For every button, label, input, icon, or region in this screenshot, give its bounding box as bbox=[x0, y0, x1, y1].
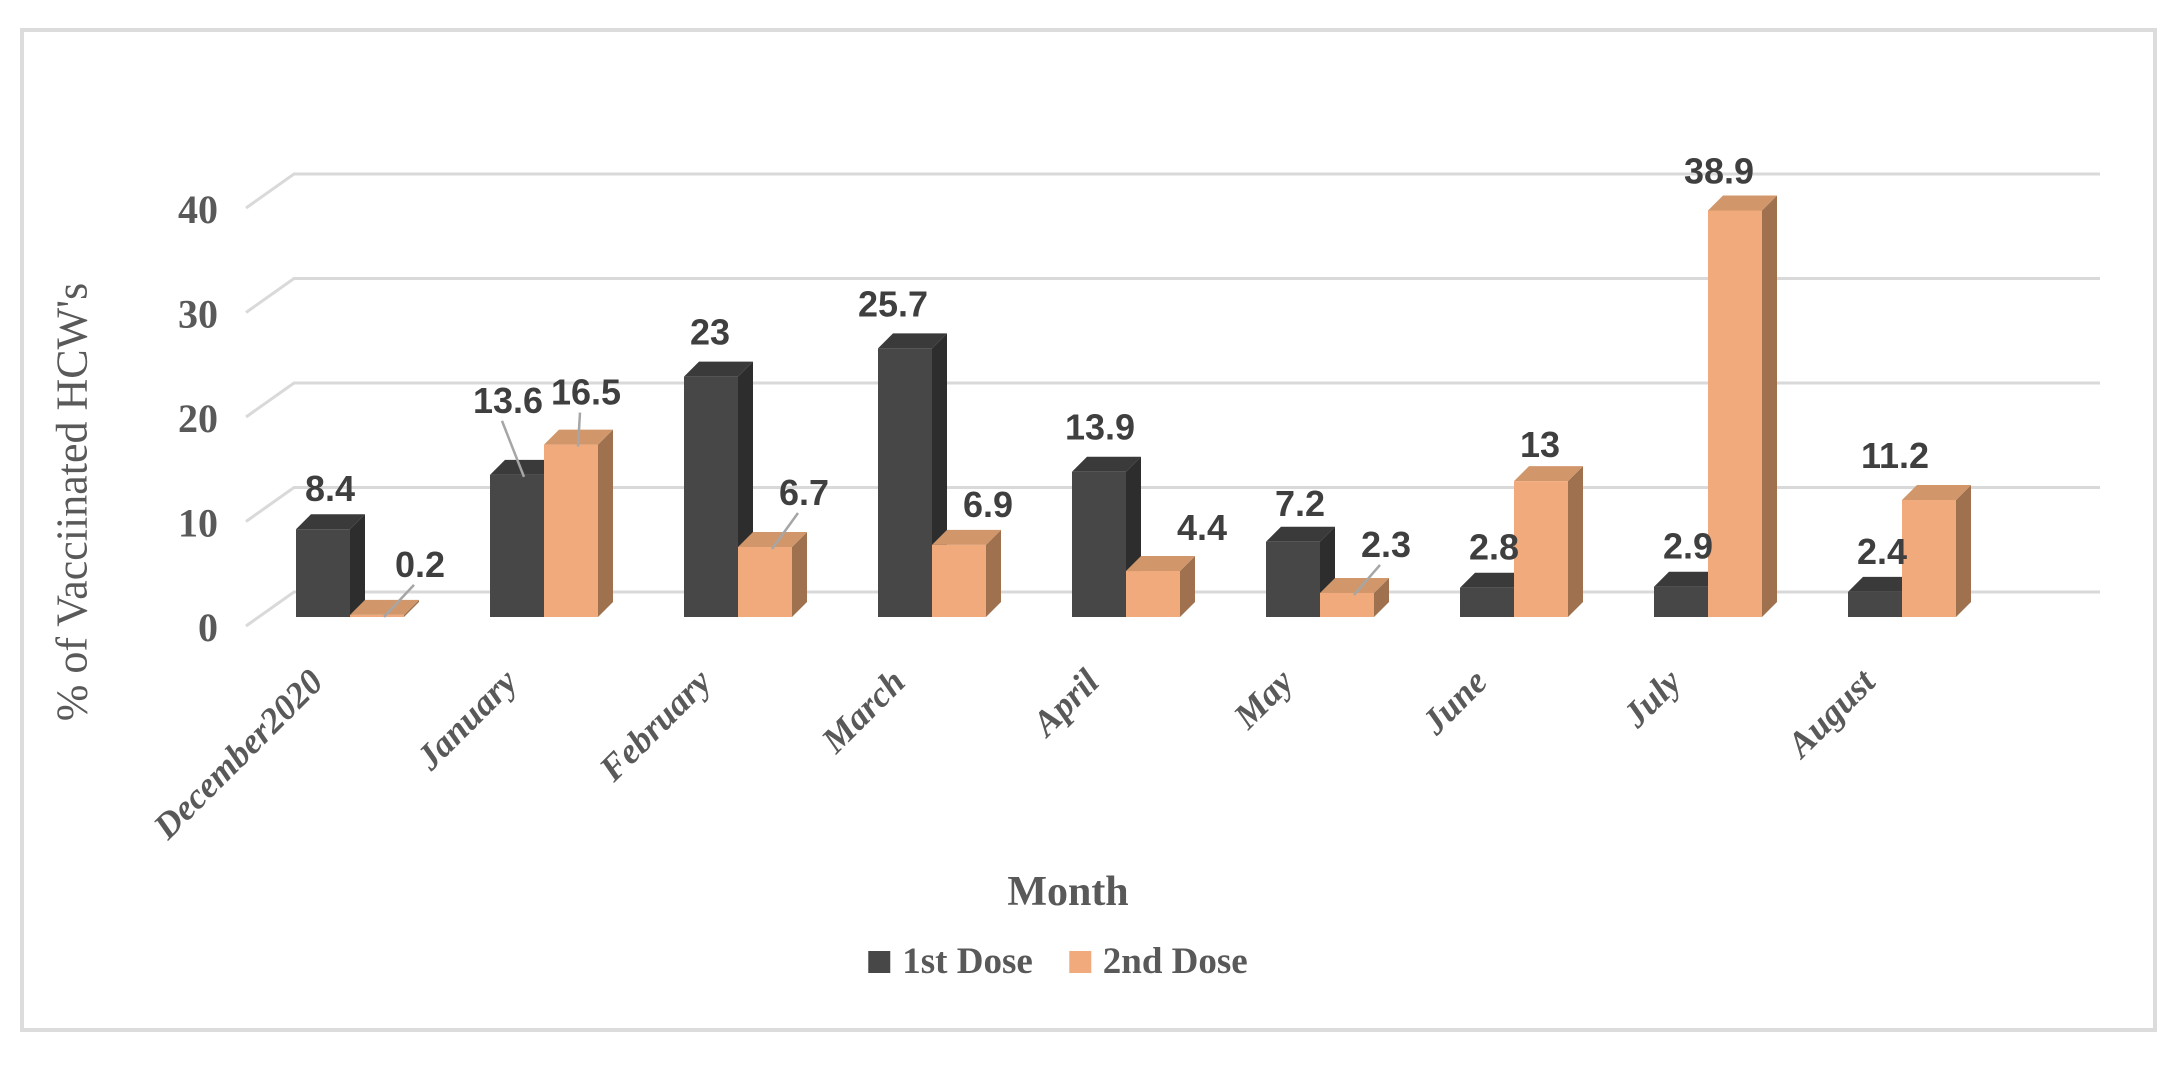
data-label-1st-dose-march: 25.7 bbox=[858, 283, 928, 324]
bar-2nd-dose-july-top bbox=[1708, 195, 1777, 211]
data-label-2nd-dose-january: 16.5 bbox=[551, 372, 621, 413]
category-label-may: May bbox=[1225, 661, 1301, 737]
bar-1st-dose-july-top bbox=[1654, 571, 1723, 587]
bar-2nd-dose-february bbox=[738, 546, 792, 617]
y-tick-label-20: 20 bbox=[178, 396, 218, 441]
bar-1st-dose-august-top bbox=[1848, 576, 1917, 592]
bar-1st-dose-june bbox=[1460, 587, 1514, 617]
bar-1st-dose-april-top bbox=[1072, 456, 1141, 472]
data-label-1st-dose-may: 7.2 bbox=[1275, 483, 1325, 524]
bar-2nd-dose-july bbox=[1708, 210, 1762, 617]
data-label-1st-dose-june: 2.8 bbox=[1469, 527, 1519, 568]
data-label-1st-dose-february: 23 bbox=[690, 312, 730, 353]
data-label-2nd-dose-june: 13 bbox=[1520, 424, 1560, 465]
y-tick-label-0: 0 bbox=[198, 605, 218, 650]
leader-line-2nd-dose-february bbox=[770, 512, 800, 550]
bar-2nd-dose-december2020 bbox=[350, 614, 404, 617]
bar-1st-dose-december2020 bbox=[296, 529, 350, 617]
legend-swatch-1st-dose bbox=[868, 950, 891, 973]
bar-1st-dose-january bbox=[490, 474, 544, 617]
legend-swatch-2nd-dose bbox=[1068, 950, 1091, 973]
bar-2nd-dose-june-side bbox=[1568, 466, 1583, 617]
bar-2nd-dose-december2020-side bbox=[404, 599, 419, 617]
bar-1st-dose-march bbox=[878, 348, 932, 617]
leader-line-2nd-dose-may bbox=[1353, 564, 1381, 596]
bar-1st-dose-august bbox=[1848, 591, 1902, 617]
y-axis-title: % of Vacciinated HCW's bbox=[47, 282, 97, 722]
legend-label-2nd-dose: 2nd Dose bbox=[1102, 941, 1248, 982]
data-label-1st-dose-july: 2.9 bbox=[1663, 526, 1713, 567]
bar-2nd-dose-march bbox=[932, 544, 986, 617]
bar-2nd-dose-july-side bbox=[1762, 195, 1777, 617]
data-label-1st-dose-december2020: 8.4 bbox=[305, 468, 355, 509]
data-label-1st-dose-april: 13.9 bbox=[1065, 407, 1135, 448]
legend: 1st Dose 2nd Dose bbox=[868, 940, 1248, 983]
bar-2nd-dose-march-side bbox=[986, 529, 1001, 617]
data-label-2nd-dose-august: 11.2 bbox=[1861, 435, 1929, 476]
bar-2nd-dose-january bbox=[544, 444, 598, 617]
y-tick-label-40: 40 bbox=[178, 187, 218, 232]
bar-2nd-dose-august-side bbox=[1956, 484, 1971, 617]
leader-line-2nd-dose-january bbox=[576, 412, 582, 447]
bar-2nd-dose-june-top bbox=[1514, 466, 1583, 482]
category-label-january: January bbox=[408, 661, 525, 778]
bar-1st-dose-february-top bbox=[684, 361, 753, 377]
bar-2nd-dose-december2020-top bbox=[350, 599, 419, 615]
category-label-december2020: December2020 bbox=[145, 661, 331, 847]
data-label-1st-dose-august: 2.4 bbox=[1857, 531, 1907, 572]
category-label-april: April bbox=[1023, 661, 1106, 744]
category-label-february: February bbox=[591, 661, 720, 790]
category-label-june: June bbox=[1413, 661, 1494, 742]
data-label-2nd-dose-february: 6.7 bbox=[779, 472, 829, 513]
data-label-2nd-dose-april: 4.4 bbox=[1177, 507, 1227, 548]
bar-2nd-dose-may-side bbox=[1374, 577, 1389, 617]
bar-2nd-dose-may-top bbox=[1320, 577, 1389, 593]
category-label-july: July bbox=[1614, 661, 1689, 736]
x-axis-title: Month bbox=[1007, 869, 1129, 915]
y-tick-label-10: 10 bbox=[178, 501, 218, 546]
leader-line-1st-dose-january bbox=[500, 420, 526, 478]
category-label-march: March bbox=[813, 661, 913, 761]
bar-2nd-dose-april-top bbox=[1126, 556, 1195, 572]
data-label-2nd-dose-march: 6.9 bbox=[963, 484, 1013, 525]
bar-1st-dose-december2020-side bbox=[350, 514, 365, 617]
bar-1st-dose-may-top bbox=[1266, 526, 1335, 542]
gridline-10 bbox=[245, 486, 2100, 523]
bar-1st-dose-january-top bbox=[490, 459, 559, 475]
bar-2nd-dose-january-side bbox=[598, 429, 613, 617]
y-tick-label-30: 30 bbox=[178, 292, 218, 337]
bar-2nd-dose-march-top bbox=[932, 529, 1001, 545]
bar-2nd-dose-april-side bbox=[1180, 556, 1195, 617]
bar-2nd-dose-june bbox=[1514, 481, 1568, 617]
bar-2nd-dose-august bbox=[1902, 499, 1956, 617]
data-label-2nd-dose-may: 2.3 bbox=[1361, 524, 1411, 565]
bar-1st-dose-june-top bbox=[1460, 572, 1529, 588]
leader-line-2nd-dose-december2020 bbox=[383, 584, 415, 618]
legend-label-1st-dose: 1st Dose bbox=[902, 941, 1033, 982]
category-label-august: August bbox=[1778, 661, 1883, 766]
bar-1st-dose-december2020-top bbox=[296, 514, 365, 530]
data-label-2nd-dose-july: 38.9 bbox=[1684, 150, 1754, 191]
legend-item-1st-dose: 1st Dose bbox=[868, 940, 1033, 983]
bar-1st-dose-may bbox=[1266, 541, 1320, 617]
bar-2nd-dose-april bbox=[1126, 571, 1180, 617]
legend-item-2nd-dose: 2nd Dose bbox=[1068, 940, 1248, 983]
data-label-1st-dose-january: 13.6 bbox=[473, 380, 543, 421]
bar-1st-dose-july bbox=[1654, 586, 1708, 617]
bar-2nd-dose-may bbox=[1320, 592, 1374, 617]
bar-1st-dose-april bbox=[1072, 471, 1126, 617]
gridline-40 bbox=[245, 172, 2100, 210]
bar-1st-dose-february bbox=[684, 376, 738, 617]
bar-1st-dose-march-top bbox=[878, 333, 947, 349]
gridline-30 bbox=[245, 277, 2100, 314]
bar-2nd-dose-february-side bbox=[792, 531, 807, 617]
bar-2nd-dose-february-top bbox=[738, 531, 807, 547]
gridline-20 bbox=[245, 381, 2100, 419]
data-label-2nd-dose-december2020: 0.2 bbox=[395, 544, 445, 585]
bar-2nd-dose-august-top bbox=[1902, 484, 1971, 500]
